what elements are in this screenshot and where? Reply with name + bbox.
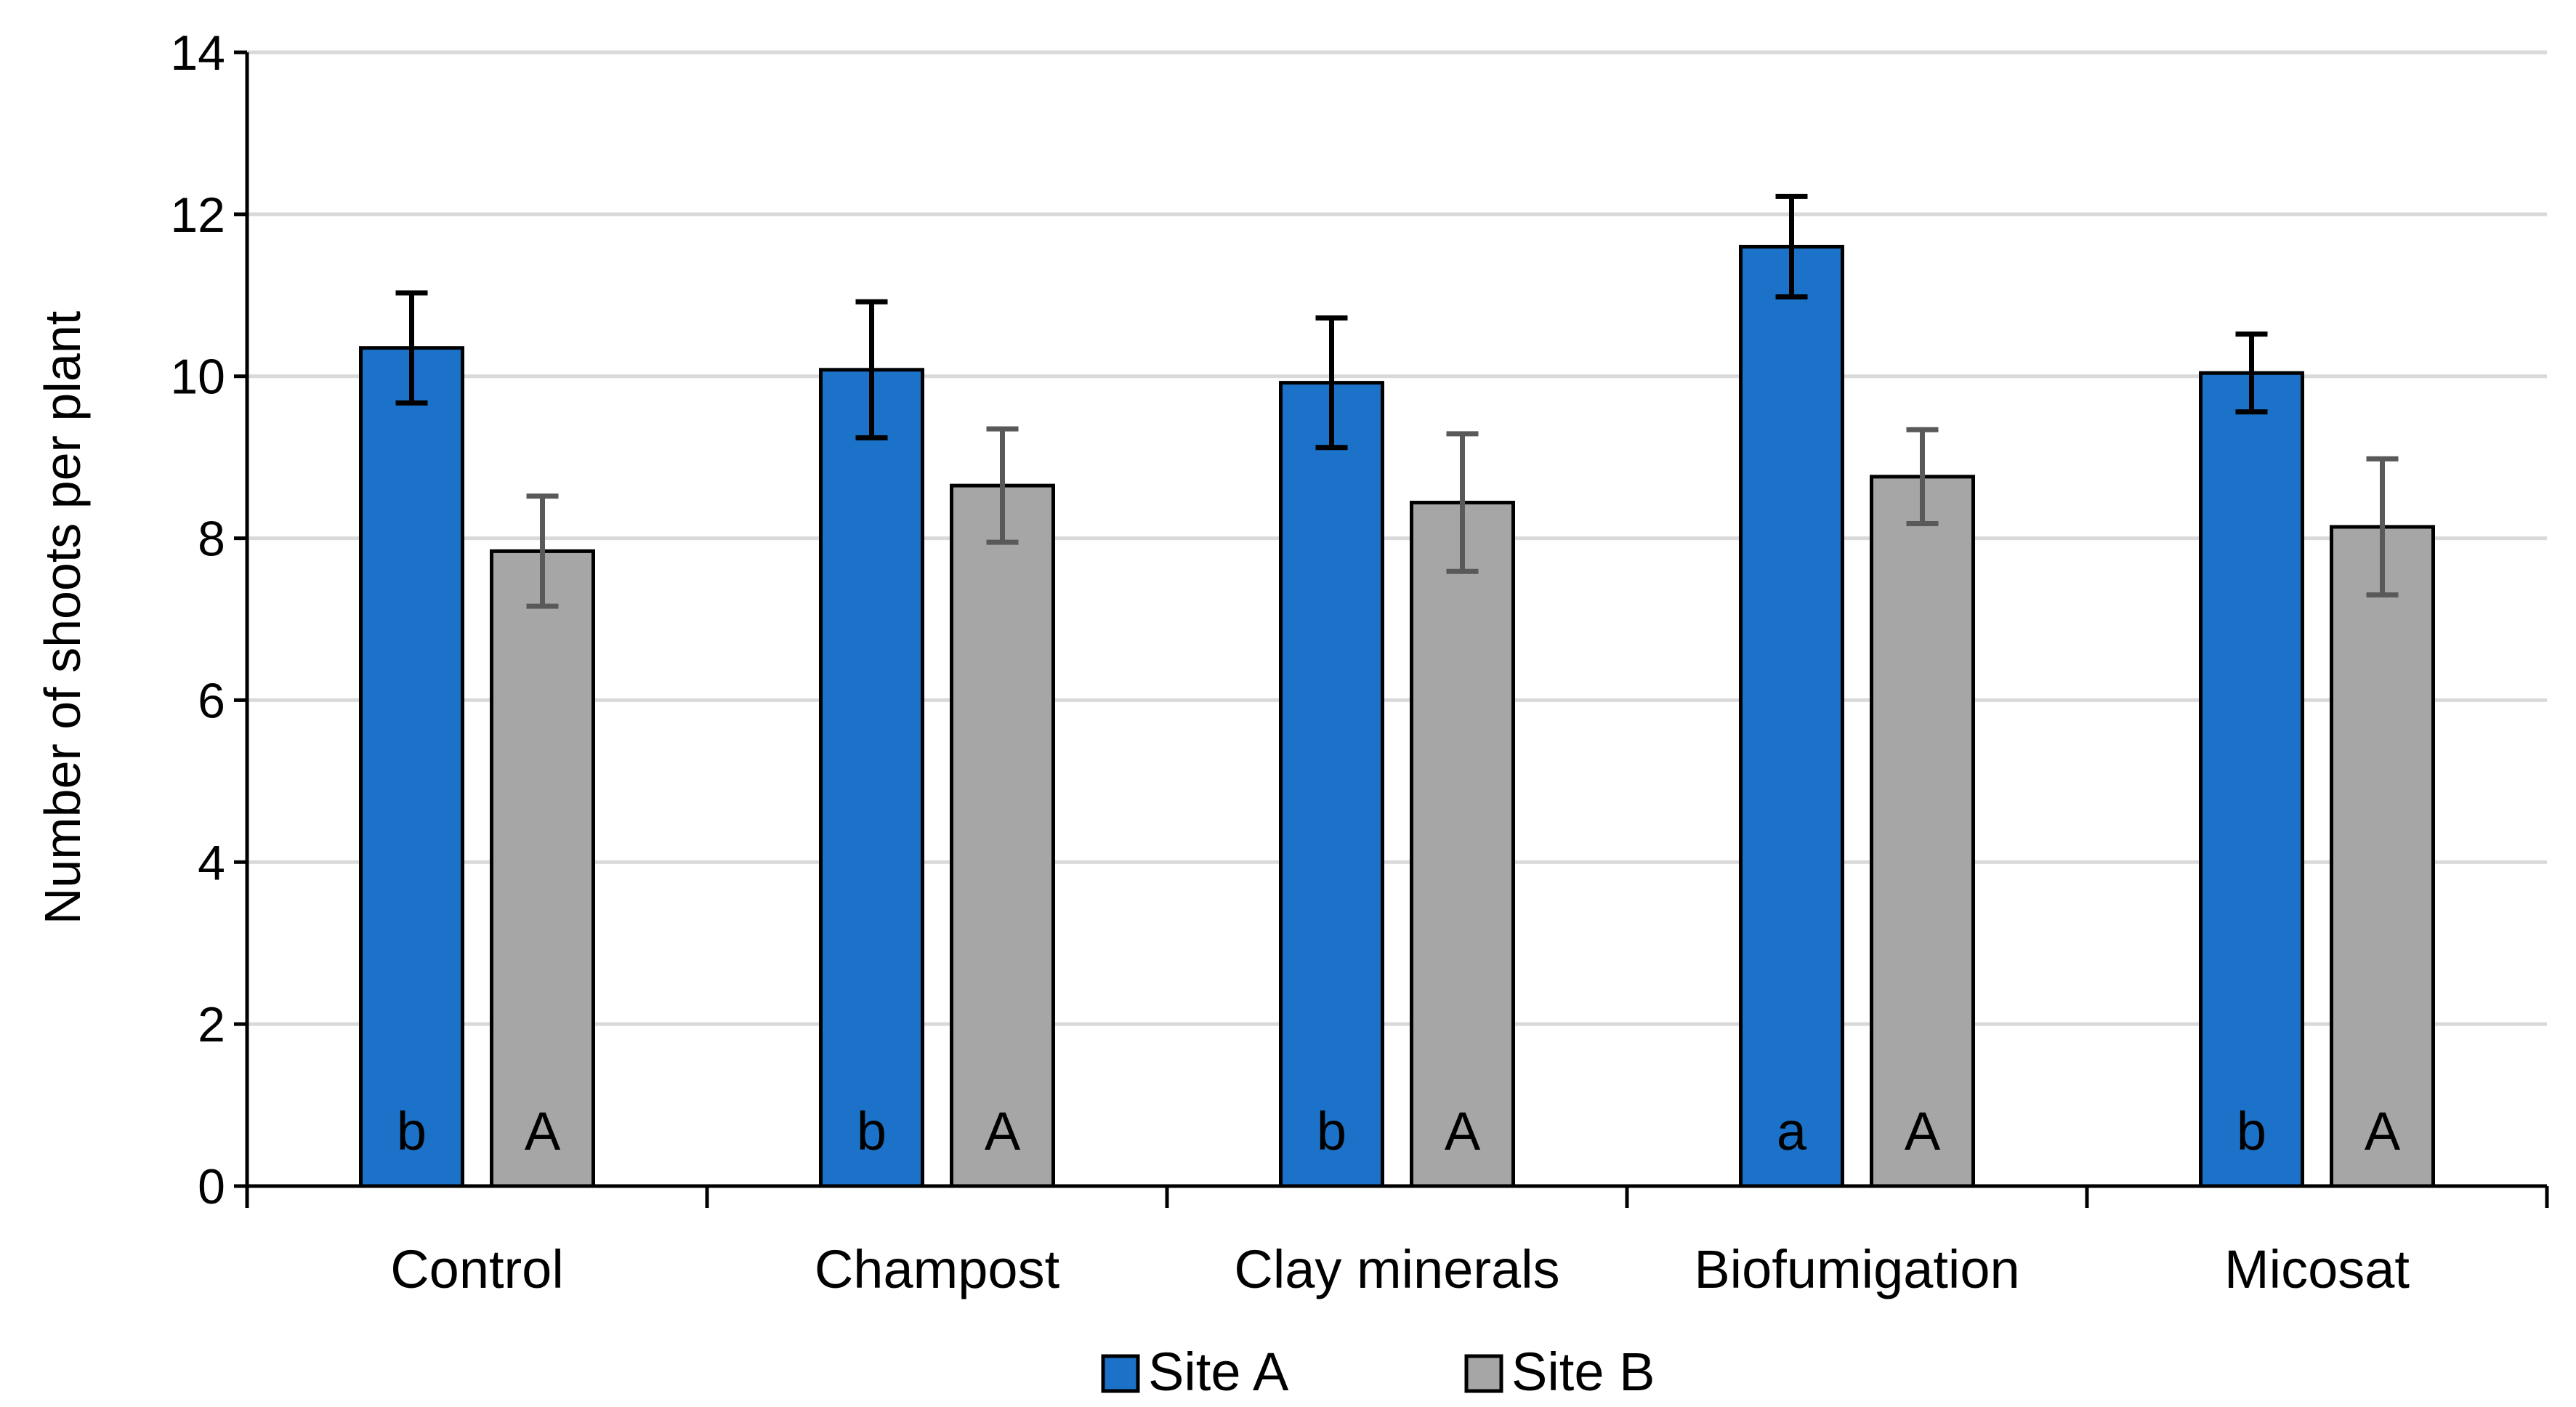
- significance-letter: b: [397, 1101, 427, 1161]
- significance-letter: A: [1445, 1101, 1481, 1161]
- significance-letter: A: [2365, 1101, 2401, 1161]
- legend: Site A Site B: [1101, 1342, 1655, 1402]
- bar-site-b-clay-minerals: [1410, 501, 1515, 1188]
- error-bar: [1446, 431, 1479, 574]
- y-tick-label: 10: [170, 350, 225, 405]
- x-category-label: Clay minerals: [1234, 1239, 1559, 1299]
- legend-swatch: [1464, 1354, 1503, 1393]
- gridlines: [247, 50, 2547, 1026]
- error-bar: [2235, 331, 2268, 415]
- y-tick-label: 14: [170, 25, 225, 81]
- error-bar: [1906, 427, 1939, 527]
- error-bar: [1775, 193, 1808, 300]
- error-bar: [855, 299, 888, 440]
- significance-letter: A: [525, 1101, 561, 1161]
- y-axis-title: Number of shoots per plant: [34, 311, 91, 924]
- bars: [359, 193, 2435, 1188]
- y-tick-label: 8: [198, 512, 225, 567]
- legend-label: Site A: [1148, 1342, 1289, 1402]
- legend-label: Site B: [1511, 1342, 1655, 1402]
- legend-item-site-b: Site B: [1464, 1342, 1655, 1402]
- bar-site-a-clay-minerals: [1279, 381, 1384, 1188]
- significance-letter: b: [857, 1101, 887, 1161]
- x-category-label: Biofumigation: [1694, 1239, 2019, 1299]
- x-category-label: Champost: [815, 1239, 1060, 1299]
- legend-swatch: [1101, 1354, 1140, 1393]
- y-tick-label: 6: [198, 673, 225, 728]
- significance-letter: b: [1317, 1101, 1346, 1161]
- bar-site-b-champost: [950, 483, 1055, 1188]
- bar-site-b-biofumigation: [1870, 475, 1975, 1188]
- tick-labels: 0 2 4 6 8 10 12 14 b A Control b A Champost b A Clay min…: [170, 25, 2410, 1299]
- bar-site-b-micosat: [2330, 525, 2435, 1188]
- x-category-label: Micosat: [2224, 1239, 2410, 1299]
- bar-site-a-micosat: [2199, 371, 2304, 1188]
- y-tick-label: 2: [198, 997, 225, 1052]
- y-tick-label: 12: [170, 188, 225, 243]
- significance-letter: A: [1905, 1101, 1941, 1161]
- error-bar: [526, 493, 559, 609]
- significance-letter: b: [2237, 1101, 2266, 1161]
- error-bar: [395, 290, 428, 406]
- bar-site-a-champost: [819, 368, 924, 1188]
- y-tick-label: 0: [198, 1159, 225, 1214]
- legend-item-site-a: Site A: [1101, 1342, 1289, 1402]
- significance-letter: A: [985, 1101, 1021, 1161]
- axes: [234, 50, 2549, 1208]
- error-bar: [1315, 315, 1348, 451]
- x-category-label: Control: [390, 1239, 564, 1299]
- y-tick-label: 4: [198, 835, 225, 890]
- bar-site-a-control: [359, 346, 464, 1188]
- significance-letter: a: [1777, 1101, 1807, 1161]
- bar-site-b-control: [490, 549, 595, 1188]
- error-bar: [986, 426, 1019, 545]
- bar-site-a-biofumigation: [1739, 244, 1844, 1188]
- error-bar: [2366, 456, 2399, 598]
